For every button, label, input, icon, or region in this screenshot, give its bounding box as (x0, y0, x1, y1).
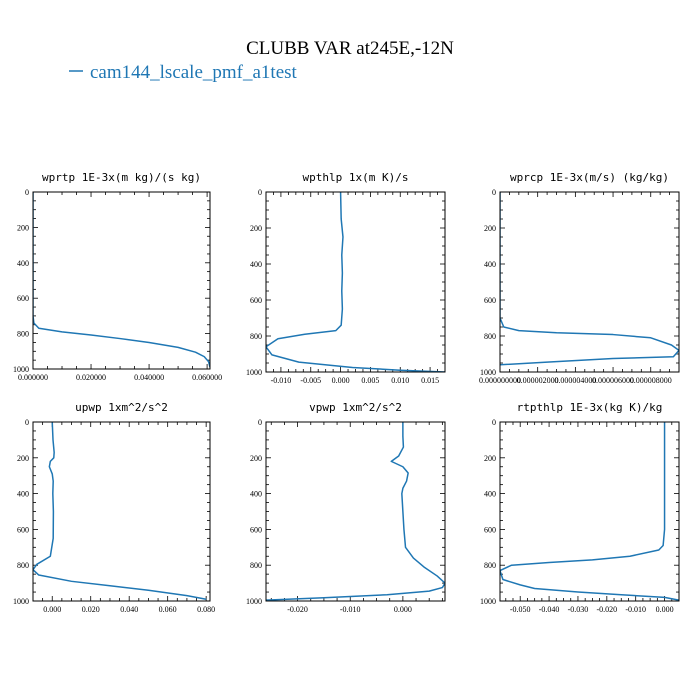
subplot-title: wprtp 1E-3x(m kg)/(s kg) (42, 171, 201, 184)
y-tick-label: 400 (484, 260, 496, 269)
y-tick-label: 800 (484, 561, 496, 570)
y-tick-label: 0 (258, 188, 262, 197)
x-tick-label: 0.040000 (134, 373, 164, 382)
y-tick-label: 600 (250, 525, 262, 534)
y-tick-label: 800 (484, 332, 496, 341)
y-tick-label: 600 (17, 294, 29, 303)
y-tick-label: 400 (250, 490, 262, 499)
subplot-title: vpwp 1xm^2/s^2 (309, 401, 402, 414)
x-tick-label: 0.015 (421, 376, 439, 385)
subplot-1: wprtp 1E-3x(m kg)/(s kg) 0 200 400 600 800 100… (13, 171, 222, 382)
y-tick-label: 1000 (13, 597, 29, 606)
y-tick-label: 400 (250, 260, 262, 269)
x-tick-label: 0.000004000 (554, 376, 596, 385)
y-tick-label: 800 (17, 561, 29, 570)
plot-frame (499, 191, 680, 373)
y-tick-label: 600 (250, 296, 262, 305)
series-line (500, 422, 679, 601)
y-tick-label: 800 (17, 330, 29, 339)
y-tick-label: 800 (250, 561, 262, 570)
x-tick-label: 0.000 (394, 605, 412, 614)
y-tick-label: 0 (492, 418, 496, 427)
x-tick-label: -0.050 (510, 605, 531, 614)
x-tick-label: 0.000000 (18, 373, 48, 382)
y-tick-label: 1000 (13, 365, 29, 374)
subplot-5: vpwp 1xm^2/s^2 0 200 400 600 800 1000 -0.020 -0.… (246, 401, 446, 614)
x-tick-label: -0.010 (271, 376, 292, 385)
x-tick-label: 0.040 (120, 605, 138, 614)
x-tick-label: 0.020 (82, 605, 100, 614)
y-tick-label: 0 (258, 418, 262, 427)
series-line (266, 422, 445, 601)
x-tick-label: 0.060000 (192, 373, 222, 382)
plot-frame (265, 191, 446, 373)
subplot-4: upwp 1xm^2/s^2 0 200 400 600 800 1000 0.000 0.02… (13, 401, 215, 614)
y-tick-label: 200 (17, 454, 29, 463)
y-tick-label: 0 (25, 188, 29, 197)
y-tick-label: 200 (484, 454, 496, 463)
x-tick-label: 0.000000000 (479, 376, 521, 385)
x-tick-label: 0.000 (43, 605, 61, 614)
y-tick-label: 1000 (480, 597, 496, 606)
y-tick-label: 600 (484, 525, 496, 534)
x-tick-label: -0.030 (568, 605, 589, 614)
x-tick-label: 0.020000 (76, 373, 106, 382)
series-line (266, 192, 445, 372)
y-tick-label: 1000 (246, 597, 262, 606)
x-tick-label: 0.000002000 (517, 376, 559, 385)
subplot-title: wpthlp 1x(m K)/s (303, 171, 409, 184)
y-tick-label: 200 (17, 223, 29, 232)
plot-frame (265, 421, 446, 602)
y-tick-label: 600 (17, 525, 29, 534)
y-tick-label: 800 (250, 332, 262, 341)
subplot-grid: wprtp 1E-3x(m kg)/(s kg) 0 200 400 600 800 100… (13, 171, 680, 614)
y-tick-label: 200 (250, 224, 262, 233)
x-tick-label: -0.040 (539, 605, 560, 614)
x-tick-label: -0.010 (625, 605, 646, 614)
subplot-3: wprcp 1E-3x(m/s) (kg/kg) 0 200 400 600 800 100… (479, 171, 680, 385)
x-tick-label: 0.000008000 (630, 376, 672, 385)
y-tick-label: 0 (25, 418, 29, 427)
y-tick-label: 1000 (480, 368, 496, 377)
x-tick-label: 0.000 (332, 376, 350, 385)
y-tick-label: 200 (250, 454, 262, 463)
series-line (33, 422, 207, 600)
plot-frame (32, 191, 211, 370)
plot-frame (32, 421, 211, 602)
y-tick-label: 1000 (246, 368, 262, 377)
x-tick-label: 0.000 (656, 605, 674, 614)
subplot-2: wpthlp 1x(m K)/s 0 200 400 600 800 1000 -0.010-… (246, 171, 446, 385)
x-tick-label: -0.020 (596, 605, 617, 614)
y-tick-label: 400 (17, 490, 29, 499)
x-tick-label: 0.000006000 (592, 376, 634, 385)
x-tick-label: -0.020 (287, 605, 308, 614)
y-tick-label: 400 (17, 259, 29, 268)
x-tick-label: 0.010 (391, 376, 409, 385)
subplot-title: rtpthlp 1E-3x(kg K)/kg (517, 401, 663, 414)
subplot-6: rtpthlp 1E-3x(kg K)/kg 0 200 400 600 800 1000 -… (480, 401, 680, 614)
series-line (33, 192, 210, 368)
figure-title: CLUBB VAR at245E,-12N (246, 38, 454, 59)
x-tick-label: 0.080 (197, 605, 215, 614)
series-line (500, 192, 679, 366)
subplot-title: upwp 1xm^2/s^2 (75, 401, 168, 414)
x-tick-label: 0.005 (361, 376, 379, 385)
x-tick-label: -0.010 (340, 605, 361, 614)
y-tick-label: 0 (492, 188, 496, 197)
x-tick-label: 0.060 (159, 605, 177, 614)
y-tick-label: 400 (484, 490, 496, 499)
y-tick-label: 200 (484, 224, 496, 233)
y-tick-label: 600 (484, 296, 496, 305)
x-tick-label: -0.005 (300, 376, 321, 385)
plot-frame (499, 421, 680, 602)
subplot-title: wprcp 1E-3x(m/s) (kg/kg) (510, 171, 669, 184)
legend-label: cam144_lscale_pmf_a1test (90, 62, 298, 83)
